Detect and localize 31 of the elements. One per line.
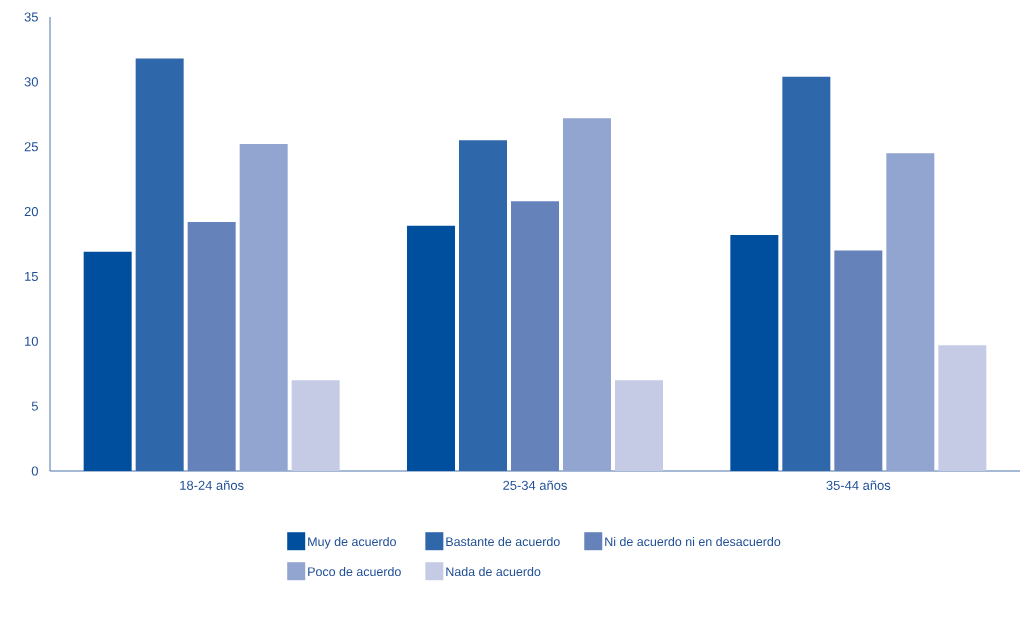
bar [291, 380, 340, 471]
y-tick-label: 0 [31, 466, 38, 476]
bar [459, 140, 507, 471]
bar [239, 144, 288, 471]
bar [563, 118, 611, 471]
legend-label: Muy de acuerdo [308, 536, 396, 549]
y-tick-label: 35 [24, 12, 38, 22]
x-tick-label: 35-44 años [826, 480, 891, 490]
y-tick-label: 10 [25, 336, 38, 346]
bar [83, 251, 132, 471]
legend-label: Nada de acuerdo [446, 566, 541, 577]
bar [938, 345, 987, 471]
y-tick-label: 20 [24, 206, 38, 217]
legend-label: Poco de acuerdo [308, 566, 401, 577]
bar [615, 380, 664, 471]
bar [886, 153, 935, 471]
bar [187, 221, 236, 471]
y-tick-label: 5 [31, 401, 38, 411]
x-tick-label: 18-24 años [180, 480, 244, 490]
y-tick-label: 30 [24, 77, 38, 87]
bar [730, 234, 779, 471]
legend-label: Ni de acuerdo ni en desacuerdo [605, 536, 781, 547]
bar [135, 58, 184, 471]
x-tick-label: 25-34 años [503, 480, 567, 490]
y-tick-label: 25 [24, 142, 38, 152]
bar [782, 76, 831, 471]
legend-label: Bastante de acuerdo [446, 536, 560, 547]
bar [834, 250, 883, 471]
bar [511, 201, 559, 471]
y-tick-label: 15 [25, 271, 38, 281]
bar [407, 225, 455, 471]
